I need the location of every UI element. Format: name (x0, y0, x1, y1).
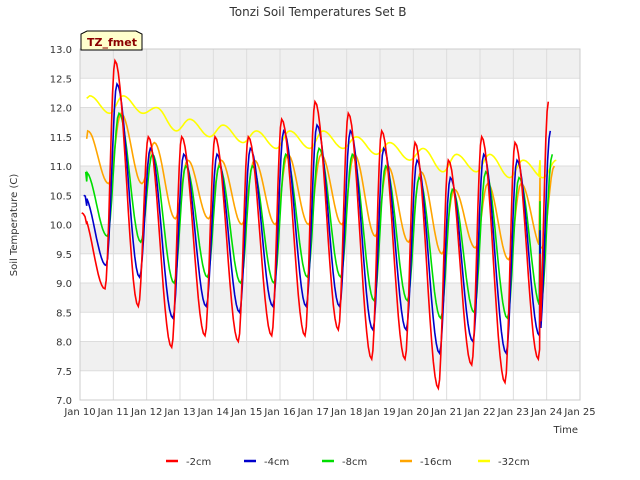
y-tick-label: 7.0 (56, 396, 72, 407)
y-tick-label: 13.0 (50, 45, 72, 56)
y-tick-label: 9.5 (56, 250, 72, 261)
x-tick-label: Jan 19 (363, 407, 395, 418)
x-tick-label: Jan 20 (397, 407, 429, 418)
y-tick-label: 10.0 (50, 221, 72, 232)
legend-label: -16cm (420, 457, 452, 468)
x-tick-label: Jan 15 (230, 407, 262, 418)
x-axis-ticks: Jan 10 Jan 11 Jan 12 Jan 13 Jan 14 Jan 15 Jan … (63, 407, 595, 418)
legend-label: -2cm (186, 457, 211, 468)
x-tick-label: Jan 18 (330, 407, 362, 418)
x-tick-label: Jan 16 (263, 407, 295, 418)
x-tick-label: Jan 10 (63, 407, 95, 418)
plot-frame (79, 48, 581, 401)
x-tick-label: Jan 17 (297, 407, 329, 418)
x-tick-label: Jan 25 (563, 407, 595, 418)
y-tick-label: 11.0 (50, 162, 72, 173)
x-tick-label: Jan 13 (163, 407, 195, 418)
plot-band (80, 107, 580, 137)
site-badge: TZ_fmet (80, 30, 143, 51)
y-tick-label: 9.0 (56, 279, 72, 290)
x-tick-label: Jan 12 (130, 407, 162, 418)
x-tick-label: Jan 24 (530, 407, 562, 418)
plot-band (80, 283, 580, 313)
y-tick-label: 12.0 (50, 104, 72, 115)
plot-band (80, 49, 580, 79)
plot-band (80, 341, 580, 371)
legend: -2cm -4cm -8cm -16cm -32cm (166, 457, 530, 468)
x-tick-label: Jan 11 (97, 407, 129, 418)
x-tick-label: Jan 14 (197, 407, 229, 418)
legend-label: -4cm (264, 457, 289, 468)
chart-title: Tonzi Soil Temperatures Set B (229, 5, 407, 19)
legend-label: -32cm (498, 457, 530, 468)
x-tick-label: Jan 21 (430, 407, 462, 418)
plot-band (80, 370, 580, 400)
y-tick-label: 11.5 (50, 133, 72, 144)
series-line-minus-2cm (81, 58, 550, 391)
series-layer (81, 58, 557, 391)
x-tick-label: Jan 23 (497, 407, 529, 418)
y-tick-label: 10.5 (50, 191, 72, 202)
plot-band (80, 312, 580, 342)
legend-label: -8cm (342, 457, 367, 468)
y-tick-label: 7.5 (56, 367, 72, 378)
badge-label: TZ_fmet (87, 36, 137, 49)
y-tick-label: 8.5 (56, 308, 72, 319)
plot-band (80, 78, 580, 108)
badge-box (80, 30, 143, 51)
y-axis-label: Soil Temperature (C) (9, 174, 20, 277)
y-tick-label: 12.5 (50, 74, 72, 85)
x-tick-label: Jan 22 (463, 407, 495, 418)
x-axis-label: Time (553, 425, 578, 436)
y-axis-ticks: 7.0 7.5 8.0 8.5 9.0 9.5 10.0 10.5 11.0 11.5 12.0 12… (50, 45, 72, 407)
y-tick-label: 8.0 (56, 338, 72, 349)
